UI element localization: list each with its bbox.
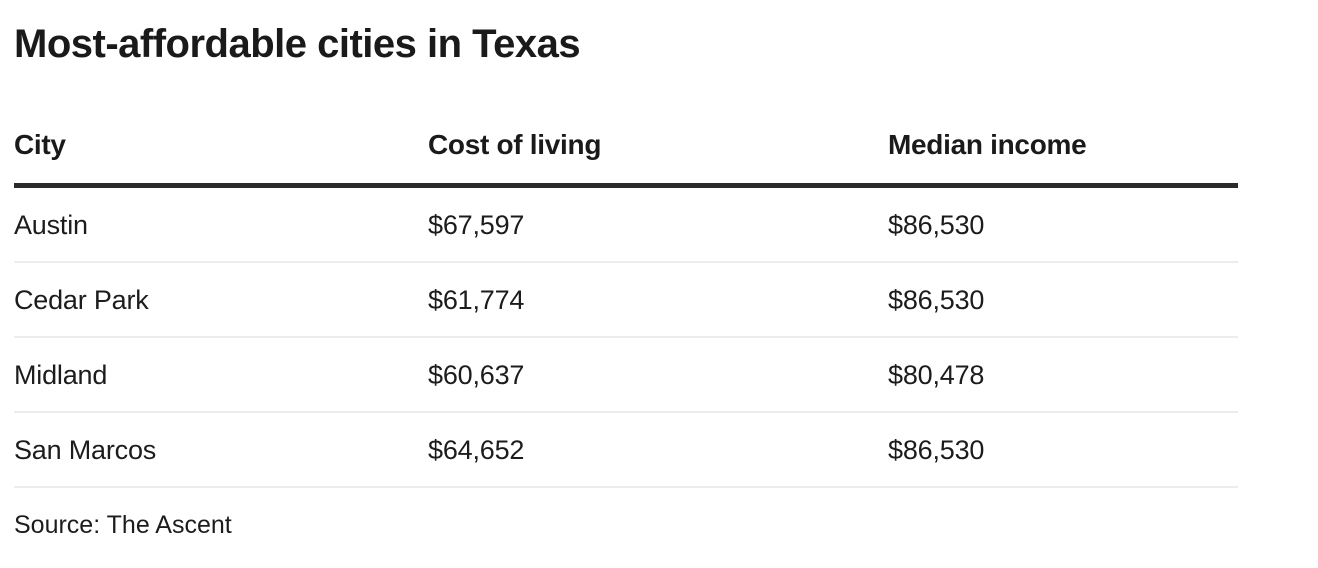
city-cell: Austin: [14, 209, 88, 240]
cost-of-living-cell: $64,652: [428, 434, 525, 465]
cost-of-living-cell: $61,774: [428, 284, 525, 315]
cities-table: City Cost of living Median income Austin…: [14, 68, 1238, 488]
table-row: Austin $67,597 $86,530: [14, 188, 1238, 263]
city-cell: Midland: [14, 359, 108, 390]
figure-title: Most-affordable cities in Texas: [14, 22, 581, 66]
median-income-cell: $86,530: [888, 284, 985, 315]
table-row: Cedar Park $61,774 $86,530: [14, 263, 1238, 338]
cost-of-living-cell: $67,597: [428, 209, 525, 240]
table-row: San Marcos $64,652 $86,530: [14, 413, 1238, 488]
median-income-cell: $86,530: [888, 209, 985, 240]
table-row: Midland $60,637 $80,478: [14, 338, 1238, 413]
column-header-city: City: [14, 129, 66, 160]
city-cell: San Marcos: [14, 434, 157, 465]
cost-of-living-cell: $60,637: [428, 359, 525, 390]
city-cell: Cedar Park: [14, 284, 149, 315]
column-header-cost-of-living: Cost of living: [428, 129, 602, 160]
median-income-cell: $86,530: [888, 434, 985, 465]
median-income-cell: $80,478: [888, 359, 985, 390]
table-header-row: City Cost of living Median income: [14, 68, 1238, 188]
source-attribution: Source: The Ascent: [14, 511, 232, 539]
column-header-median-income: Median income: [888, 129, 1087, 160]
